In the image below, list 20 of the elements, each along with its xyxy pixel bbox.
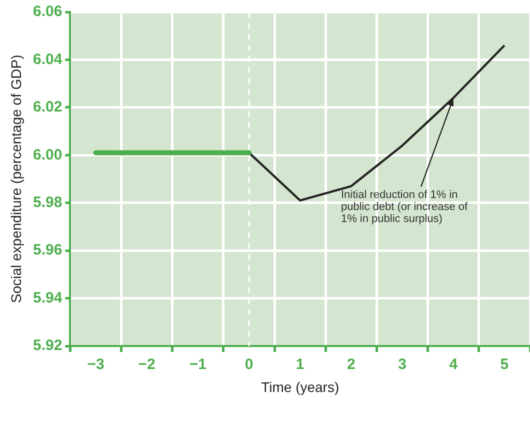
y-axis-title: Social expenditure (percentage of GDP): [8, 54, 24, 303]
x-tick-label: 5: [500, 356, 509, 374]
x-tick-label: −3: [87, 356, 104, 374]
y-tick-label: 5.98: [32, 194, 62, 211]
x-tick-label: 4: [449, 356, 458, 374]
x-tick-label: 3: [398, 356, 406, 374]
y-tick-label: 5.94: [32, 289, 63, 306]
x-tick-label: 1: [296, 356, 304, 374]
y-tick-label: 6.02: [32, 98, 62, 116]
y-tick-label: 6.04: [32, 50, 63, 68]
y-tick-label: 5.96: [32, 242, 62, 259]
y-tick-label: 5.92: [32, 337, 62, 354]
x-tick-label: −1: [189, 356, 206, 374]
x-tick-label: 0: [244, 356, 254, 374]
x-axis-title: Time (years): [261, 379, 340, 395]
x-tick-label: −2: [138, 356, 156, 374]
y-tick-label: 6.00: [32, 146, 62, 164]
annotation: Initial reduction of 1% in public debt (or increase of 1% in public surplus): [340, 188, 469, 225]
y-tick-label: 6.06: [32, 3, 62, 20]
x-tick-label: 2: [347, 356, 356, 374]
